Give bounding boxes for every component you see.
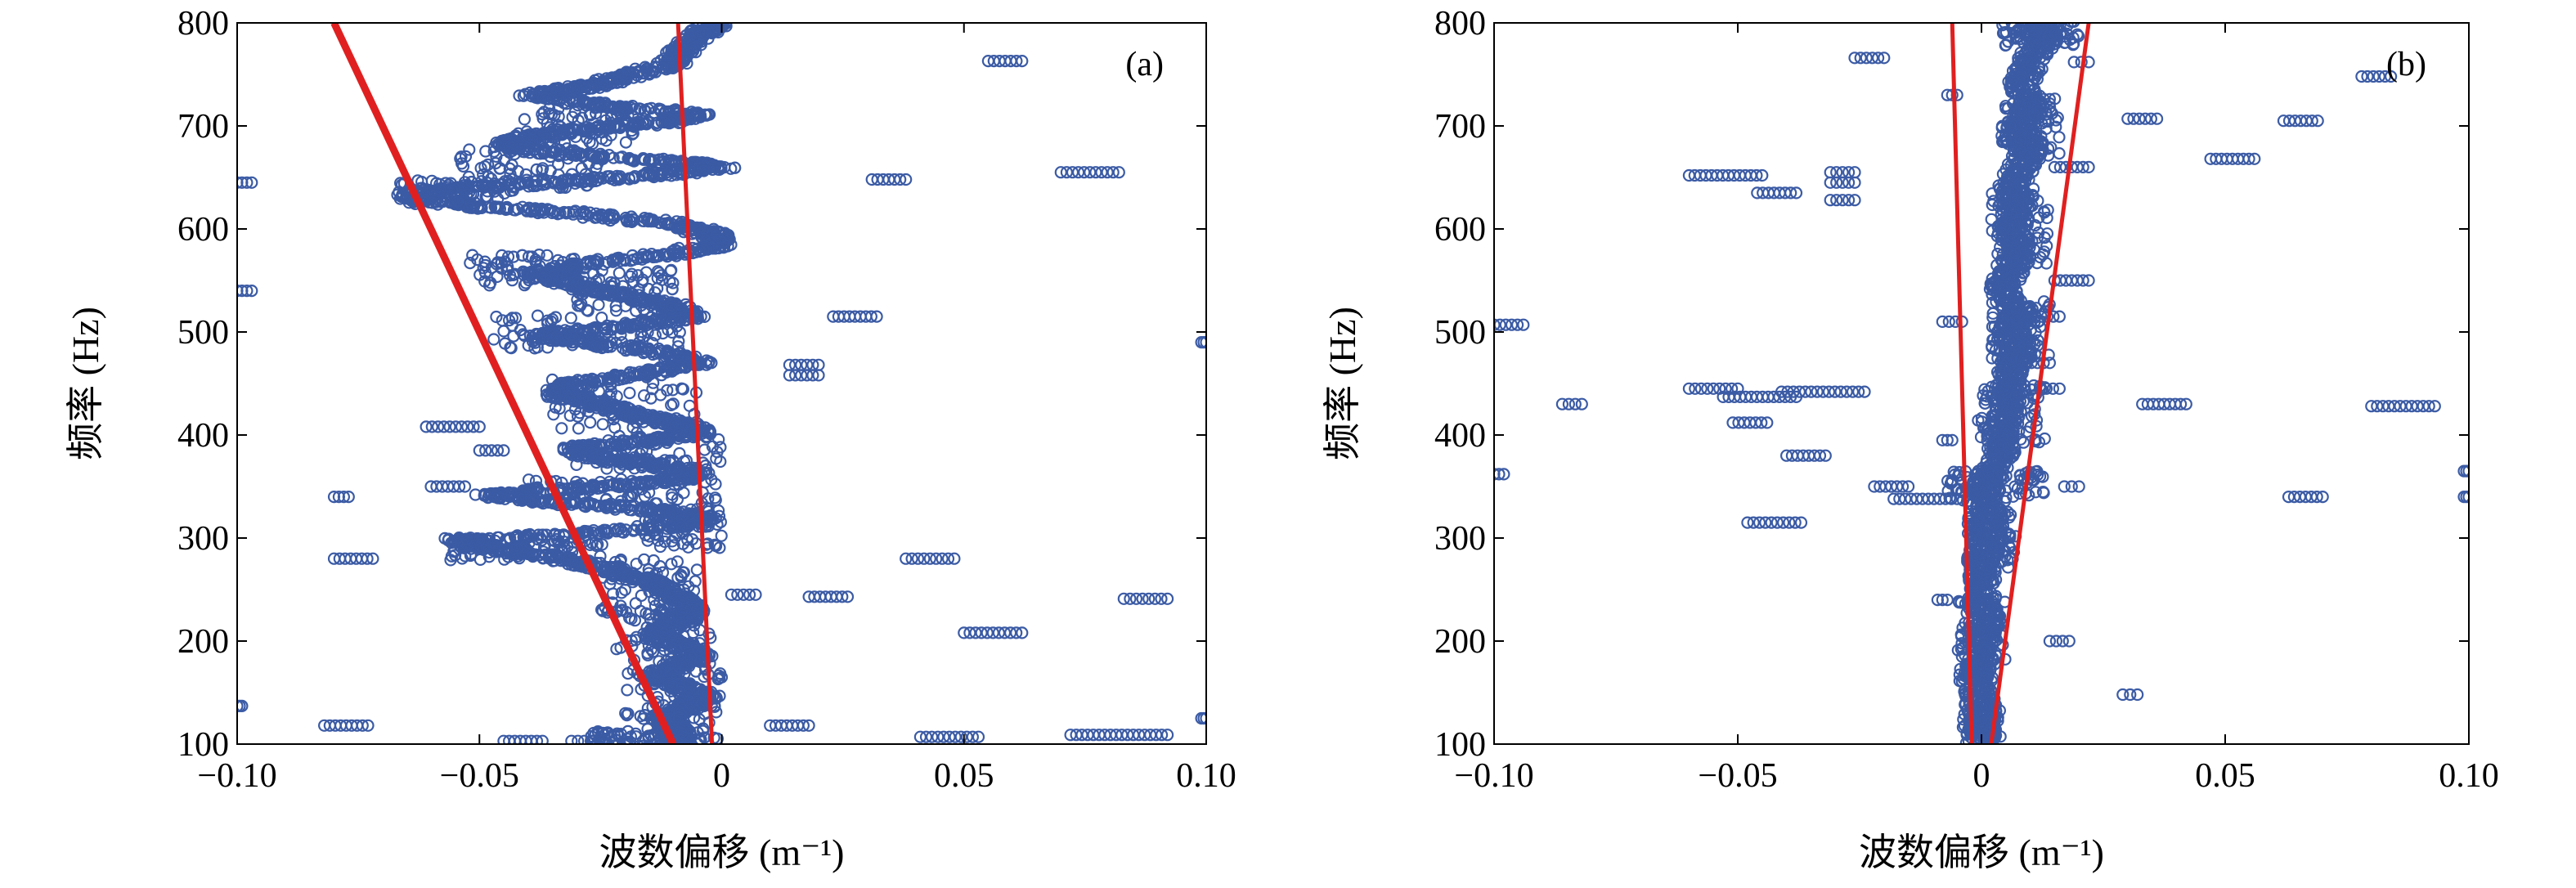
data-point (694, 244, 707, 258)
data-point (601, 527, 614, 540)
data-point (610, 172, 623, 185)
data-point (637, 389, 651, 402)
data-point (548, 205, 562, 219)
data-point (428, 195, 441, 208)
data-point (609, 525, 623, 538)
data-point (615, 525, 628, 538)
data-point (491, 200, 504, 213)
data-point (631, 69, 644, 82)
data-point (645, 215, 658, 228)
data-point (600, 79, 613, 92)
data-point (655, 369, 668, 382)
data-point (572, 422, 586, 435)
data-point (607, 151, 620, 164)
data-point (661, 168, 674, 182)
data-point (711, 25, 725, 39)
data-point (606, 255, 620, 268)
data-point (621, 215, 634, 228)
data-point (649, 250, 662, 263)
data-point (658, 116, 671, 129)
data-point (614, 254, 627, 267)
data-point (712, 241, 725, 255)
data-point (519, 204, 533, 217)
data-point (608, 173, 622, 186)
data-point (604, 214, 617, 227)
data-point (690, 563, 703, 576)
data-point (694, 310, 707, 323)
data-point (636, 168, 650, 182)
data-point (500, 201, 513, 214)
data-point (487, 333, 500, 346)
data-point (475, 201, 488, 214)
data-point (637, 347, 650, 360)
data-point (609, 253, 622, 267)
data-point (661, 474, 674, 487)
data-point (627, 369, 640, 382)
data-point (613, 267, 626, 280)
data-point (626, 253, 640, 267)
data-point (715, 160, 728, 174)
data-point (604, 340, 617, 353)
data-point (636, 214, 649, 227)
data-point (644, 345, 657, 358)
data-point (569, 149, 583, 162)
data-point (713, 163, 726, 176)
data-point (487, 489, 500, 502)
data-point (666, 114, 679, 128)
data-point (636, 153, 650, 166)
data-point (494, 491, 507, 505)
data-point (584, 415, 597, 429)
plot-area-a (237, 23, 1206, 744)
data-point (595, 525, 608, 538)
data-point (642, 249, 656, 262)
data-point (513, 89, 526, 102)
data-point (592, 298, 605, 312)
data-point (531, 309, 545, 322)
data-point (555, 422, 568, 435)
data-point (728, 161, 742, 174)
data-point (619, 136, 633, 149)
data-point (586, 82, 599, 95)
data-point (606, 211, 619, 224)
data-point (596, 172, 609, 185)
data-point (663, 116, 677, 129)
data-point (621, 684, 634, 697)
data-point (596, 418, 609, 431)
data-point (623, 387, 636, 400)
data-point (671, 314, 684, 327)
data-point (629, 597, 642, 610)
data-point (559, 207, 573, 220)
data-point (595, 312, 608, 325)
data-point (670, 249, 683, 262)
data-point (633, 102, 646, 115)
data-point (690, 167, 703, 180)
data-point (547, 408, 560, 421)
data-point (564, 312, 577, 325)
data-point (618, 371, 631, 384)
data-point (678, 431, 692, 444)
data-point (518, 113, 532, 126)
data-point (608, 503, 622, 516)
data-point (700, 358, 713, 371)
data-point (687, 626, 700, 639)
data-point (541, 249, 554, 262)
panel-a: −0.10 −0.05 0 0.05 0.10100200300400500600700… (65, 5, 1236, 873)
